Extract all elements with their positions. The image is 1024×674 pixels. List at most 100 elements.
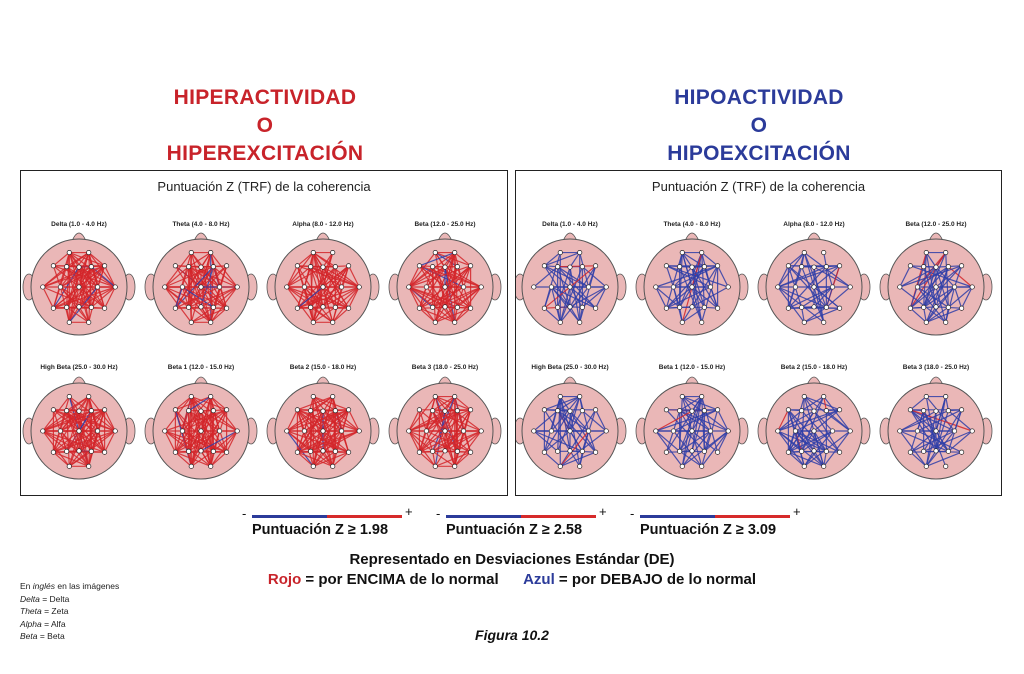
electrode xyxy=(933,304,939,310)
electrode xyxy=(50,263,56,269)
coherence-line xyxy=(78,266,106,309)
coherence-line xyxy=(569,286,607,308)
coherence-line xyxy=(444,410,458,432)
coherence-line xyxy=(788,451,824,467)
electrode xyxy=(725,284,731,290)
electrode xyxy=(933,408,939,414)
z-score-label: Puntuación Z ≥ 2.58 xyxy=(446,522,583,538)
coherence-line xyxy=(348,286,360,309)
coherence-line xyxy=(917,266,937,288)
coherence-line xyxy=(312,286,324,323)
coherence-line xyxy=(286,410,324,432)
glossary-item: Alpha = Alfa xyxy=(20,618,66,629)
coherence-line xyxy=(175,451,211,467)
electrode xyxy=(432,394,438,400)
electrode xyxy=(88,304,94,310)
coherence-line xyxy=(681,252,705,268)
coherence-line xyxy=(212,430,238,452)
coherence-line xyxy=(787,451,805,467)
electrode xyxy=(951,428,958,434)
electrode xyxy=(811,448,817,454)
electrode xyxy=(670,284,677,290)
coherence-line xyxy=(813,265,840,288)
coherence-line xyxy=(312,396,336,412)
electrode xyxy=(416,407,422,413)
electrode xyxy=(943,319,949,325)
coherence-line xyxy=(543,451,561,467)
electrode xyxy=(94,428,101,434)
coherence-line xyxy=(408,409,471,432)
coherence-line xyxy=(655,265,718,288)
coherence-line xyxy=(899,410,949,432)
electrode xyxy=(208,319,214,325)
electrode xyxy=(310,463,316,469)
electrode xyxy=(64,448,70,454)
electrode xyxy=(86,394,92,400)
electrode xyxy=(330,463,336,469)
electrode xyxy=(677,304,683,310)
coherence-line xyxy=(923,252,947,308)
coherence-line xyxy=(795,409,840,432)
head-maps-hypo: Delta (1.0 - 4.0 Hz) Theta (4.0 - 8.0 Hz)… xyxy=(516,221,993,480)
coherence-line xyxy=(926,307,962,323)
coherence-line xyxy=(188,430,202,452)
electrode xyxy=(969,428,975,434)
electrode xyxy=(792,284,799,290)
electrode xyxy=(468,449,474,455)
coherence-line xyxy=(104,286,116,309)
electrode xyxy=(208,463,214,469)
electrode xyxy=(715,263,721,269)
coherence-line xyxy=(419,307,455,323)
figure-number: Figura 10.2 xyxy=(475,627,549,643)
electrode xyxy=(432,463,438,469)
electrode xyxy=(332,264,338,270)
coherence-line xyxy=(825,286,834,308)
electrode xyxy=(310,250,316,256)
electrode xyxy=(338,428,345,434)
coherence-line xyxy=(701,409,719,467)
electrode xyxy=(468,407,474,413)
coherence-line xyxy=(655,409,718,432)
coherence-line xyxy=(462,430,472,453)
coherence-line xyxy=(961,286,973,309)
electrode xyxy=(699,463,705,469)
electrode xyxy=(468,263,474,269)
coherence-line xyxy=(655,430,681,452)
electrode xyxy=(907,263,913,269)
heading-line: O xyxy=(256,114,274,137)
electrode xyxy=(823,264,829,270)
coherence-line xyxy=(579,396,590,432)
coherence-line xyxy=(286,430,349,453)
head-map: Delta (1.0 - 4.0 Hz) xyxy=(516,221,627,336)
coherence-line xyxy=(66,430,80,452)
coherence-line xyxy=(569,252,581,268)
electrode xyxy=(76,428,82,434)
electrode xyxy=(811,304,817,310)
coherence-line xyxy=(926,451,962,467)
electrode xyxy=(330,250,336,256)
coherence-line xyxy=(579,265,597,323)
electrode xyxy=(50,449,56,455)
coherence-line xyxy=(673,266,693,288)
electrode xyxy=(224,305,230,311)
electrode xyxy=(308,264,314,270)
electrode xyxy=(332,408,338,414)
coherence-line xyxy=(297,430,360,453)
electrode xyxy=(406,428,412,434)
legend-blue-text: = por DEBAJO de lo normal xyxy=(554,571,757,588)
heading-hyperactivity: HIPERACTIVIDAD O HIPEREXCITACIÓN xyxy=(120,84,410,168)
electrode xyxy=(301,428,308,434)
electrode xyxy=(198,408,204,414)
electrode xyxy=(284,284,290,290)
head-map: Theta (4.0 - 8.0 Hz) xyxy=(635,221,749,336)
coherence-line xyxy=(559,266,583,323)
coherence-line xyxy=(408,266,446,288)
electrode xyxy=(557,250,563,256)
coherence-line xyxy=(322,286,360,308)
electrode xyxy=(707,428,714,434)
coherence-line xyxy=(296,286,306,309)
coherence-line xyxy=(42,430,105,453)
coherence-line xyxy=(665,430,675,453)
electrode xyxy=(332,448,338,454)
electrode xyxy=(294,449,300,455)
